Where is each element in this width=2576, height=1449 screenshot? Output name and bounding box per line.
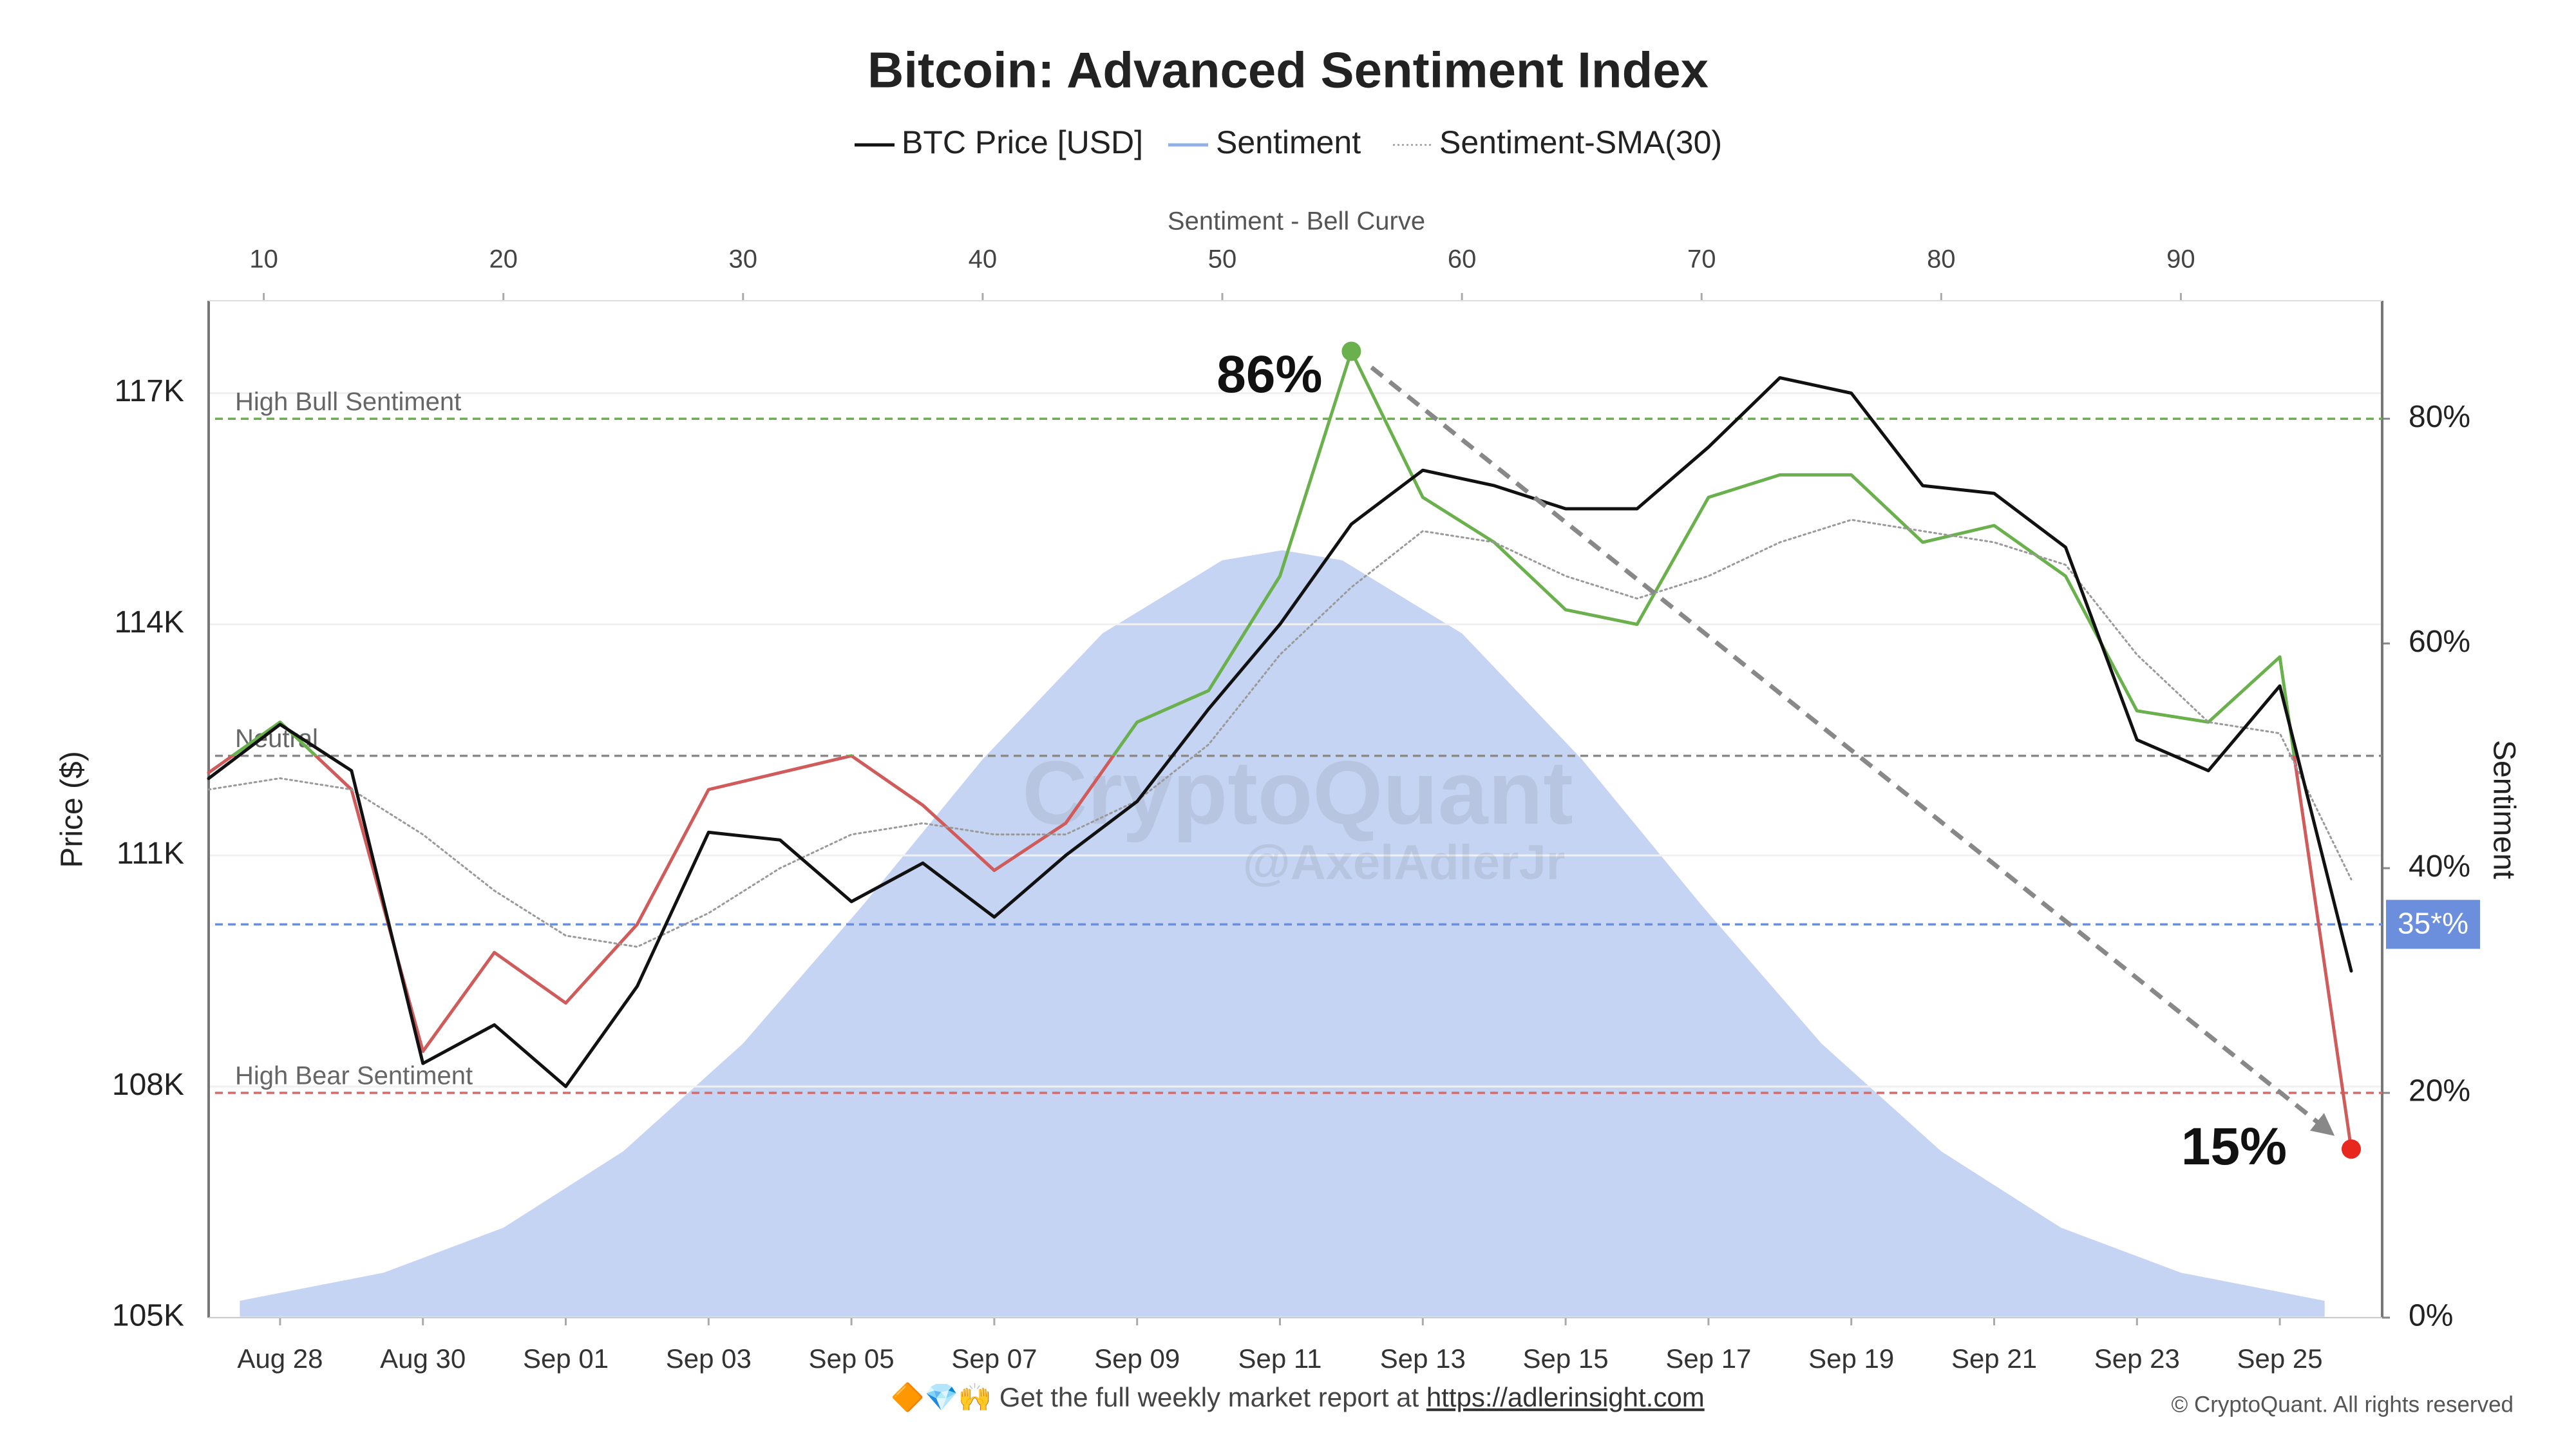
top-tick-label: 70 [1687,245,1716,274]
series-line-below [207,755,2353,1151]
legend-label: Sentiment [1216,124,1361,160]
x-tick-label: Sep 17 [1665,1343,1751,1374]
series-line [207,518,2353,948]
footer: 🔶💎🙌 Get the full weekly market report at… [891,1381,1704,1413]
reference-label: High Bull Sentiment [235,388,461,416]
y2-tick-label: 0% [2409,1299,2453,1333]
series-line [207,376,2353,1088]
top-axis-label: Sentiment - Bell Curve [1168,207,1425,236]
y2-tick-label: 60% [2409,625,2470,659]
x-tick-label: Sep 01 [523,1343,609,1374]
top-tick-label: 60 [1448,245,1477,274]
chart-title: Bitcoin: Advanced Sentiment Index [867,42,1709,99]
reference-label: High Bear Sentiment [235,1062,473,1090]
series-line-above [229,350,2296,756]
footer-text: 🔶💎🙌 Get the full weekly market report at [891,1381,1419,1413]
y-tick-label: 114K [114,605,184,639]
current-value-box [2386,900,2480,949]
y-tick-label: 108K [112,1068,184,1102]
y2-axis-label: Sentiment [2486,740,2521,879]
legend-label: BTC Price [USD] [902,124,1143,160]
y-tick-label: 117K [114,374,184,408]
y-axis-label: Price ($) [55,751,90,867]
watermark: @AxelAdlerJr [1243,835,1566,890]
copyright: © CryptoQuant. All rights reserved [2171,1392,2514,1417]
current-value-label: 35*% [2398,906,2468,940]
data-label: 86% [1217,345,1322,404]
watermark: CryptoQuant [1022,742,1573,843]
bell-curve [240,550,2325,1318]
x-tick-label: Sep 03 [666,1343,752,1374]
top-tick-label: 30 [729,245,758,274]
x-tick-label: Sep 13 [1380,1343,1466,1374]
x-tick-label: Sep 21 [1951,1343,2037,1374]
y-tick-label: 111K [117,837,184,871]
footer-link[interactable]: https://adlerinsight.com [1426,1382,1705,1412]
labeled-point [2342,1139,2361,1159]
x-tick-label: Sep 09 [1094,1343,1180,1374]
legend-label: Sentiment-SMA(30) [1439,124,1722,160]
y2-tick-label: 20% [2409,1074,2470,1108]
x-tick-label: Sep 19 [1808,1343,1894,1374]
x-tick-label: Sep 25 [2237,1343,2323,1374]
y-tick-label: 105K [112,1299,184,1333]
x-tick-label: Sep 07 [951,1343,1037,1374]
top-tick-label: 20 [489,245,518,274]
data-label: 15% [2181,1117,2287,1176]
x-tick-label: Aug 30 [380,1343,466,1374]
x-tick-label: Aug 28 [237,1343,323,1374]
x-tick-label: Sep 23 [2094,1343,2180,1374]
x-tick-label: Sep 11 [1238,1343,1322,1374]
top-tick-label: 40 [969,245,998,274]
labeled-point [1341,341,1361,361]
top-tick-label: 50 [1208,245,1237,274]
x-tick-label: Sep 15 [1523,1343,1609,1374]
trend-arrow [1370,365,2335,1136]
top-tick-label: 90 [2166,245,2195,274]
y2-tick-label: 80% [2409,400,2470,434]
x-tick-label: Sep 05 [809,1343,895,1374]
y2-tick-label: 40% [2409,849,2470,884]
top-tick-label: 10 [249,245,278,274]
top-tick-label: 80 [1927,245,1956,274]
